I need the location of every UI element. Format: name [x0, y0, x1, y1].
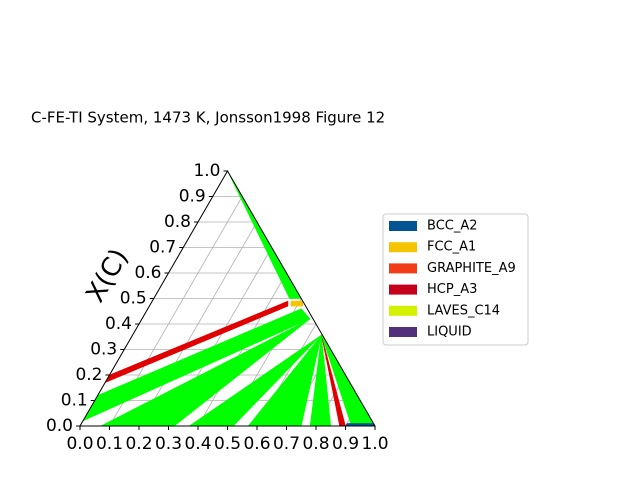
x-tick-label: 0.9	[332, 434, 359, 454]
x-tick-label: 0.8	[302, 434, 329, 454]
phase-region	[104, 300, 289, 384]
legend: BCC_A2 FCC_A1 GRAPHITE_A9 HCP_A3 LAVES_C14 LI…	[382, 213, 529, 346]
x-tick-label: 1.0	[361, 434, 388, 454]
x-tick-label: 0.2	[125, 434, 152, 454]
legend-label: LAVES_C14	[427, 303, 500, 318]
x-tick-label: 0.7	[273, 434, 300, 454]
legend-label: GRAPHITE_A9	[427, 261, 516, 276]
legend-label: HCP_A3	[427, 282, 477, 297]
y-tick-label: 0.1	[61, 391, 88, 411]
x-tick-label: 0.5	[214, 434, 241, 454]
y-tick-label: 0.2	[75, 365, 102, 385]
phase-region	[290, 300, 303, 307]
y-tick-label: 0.5	[120, 289, 147, 309]
y-tick-label: 0.6	[134, 263, 161, 283]
chart-title: C-FE-TI System, 1473 K, Jonsson1998 Figu…	[31, 109, 385, 127]
legend-box	[382, 213, 529, 346]
legend-swatch	[389, 327, 417, 337]
x-tick-label: 0.4	[184, 434, 211, 454]
y-tick-label: 0.3	[90, 340, 117, 360]
legend-swatch	[389, 284, 417, 295]
grid-line	[138, 221, 258, 427]
legend-label: LIQUID	[427, 325, 472, 340]
y-tick-label: 0.9	[179, 187, 206, 207]
ticks: 0.00.10.20.30.40.50.60.70.80.91.00.0 0.1 0…	[46, 161, 389, 454]
y-tick-label: 1.0	[193, 161, 220, 181]
x-tick-label: 0.3	[155, 434, 182, 454]
x-tick-label: 0.1	[96, 434, 123, 454]
legend-swatch	[389, 263, 417, 274]
y-tick-label: 0.7	[149, 238, 176, 258]
legend-label: BCC_A2	[427, 219, 478, 234]
y-tick-label: 0.8	[164, 212, 191, 232]
y-tick-label: 0.4	[105, 314, 132, 334]
legend-label: FCC_A1	[427, 240, 476, 255]
x-tick-label: 0.0	[66, 434, 93, 454]
x-tick-label: 0.6	[243, 434, 270, 454]
legend-swatch	[389, 242, 417, 253]
legend-swatch	[389, 221, 417, 231]
x-axis-label: X(TI)	[197, 477, 259, 480]
y-tick-label: 0.0	[46, 416, 73, 436]
legend-swatch	[389, 305, 417, 316]
